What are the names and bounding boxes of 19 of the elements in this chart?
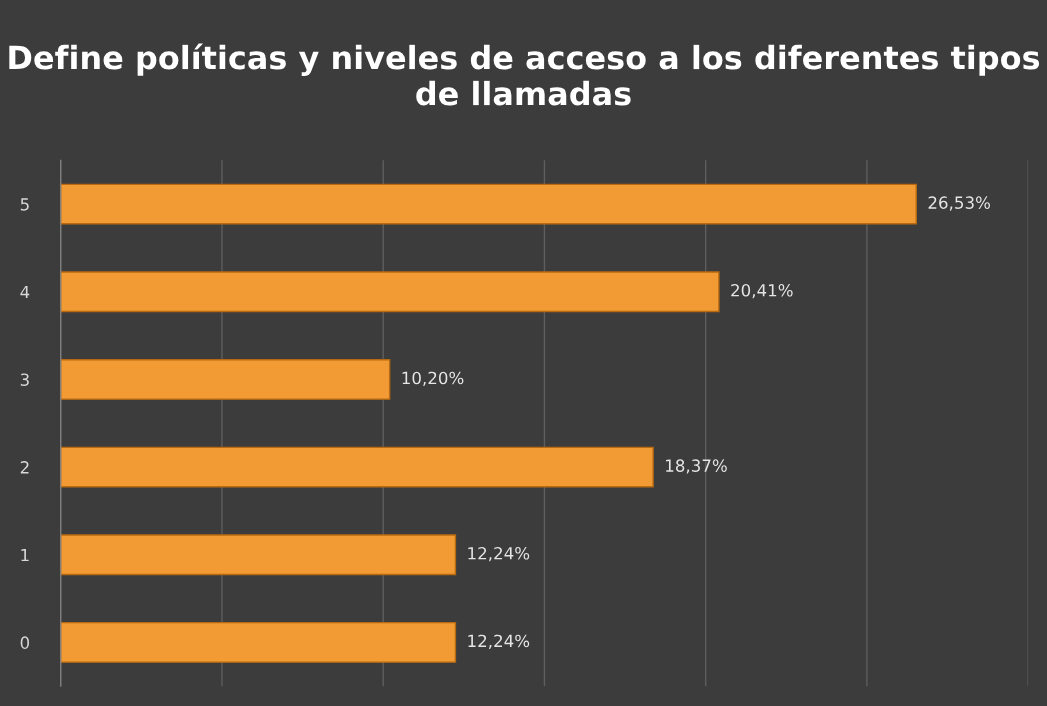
data-label: 12,24% [468,634,530,649]
data-label: 26,53% [928,196,990,211]
y-tick-label: 0 [20,636,30,649]
bar [60,183,917,225]
y-tick-label: 2 [20,461,29,474]
data-label: 12,24% [468,546,530,562]
bar [60,358,391,400]
data-label: 20,41% [731,283,793,299]
y-tick-label: 1 [21,548,29,562]
bar [60,534,457,576]
data-label: 18,37% [666,459,727,474]
y-tick-label: 3 [20,373,29,386]
bar [60,446,654,488]
y-tick-label: 4 [20,285,30,299]
bar [60,621,457,663]
chart-title: Define políticas y niveles de acceso a los diferentes tipos de llamadas [9,43,1040,106]
y-tick-label: 5 [20,198,29,211]
bar [60,271,720,313]
data-label: 10,20% [402,371,464,386]
